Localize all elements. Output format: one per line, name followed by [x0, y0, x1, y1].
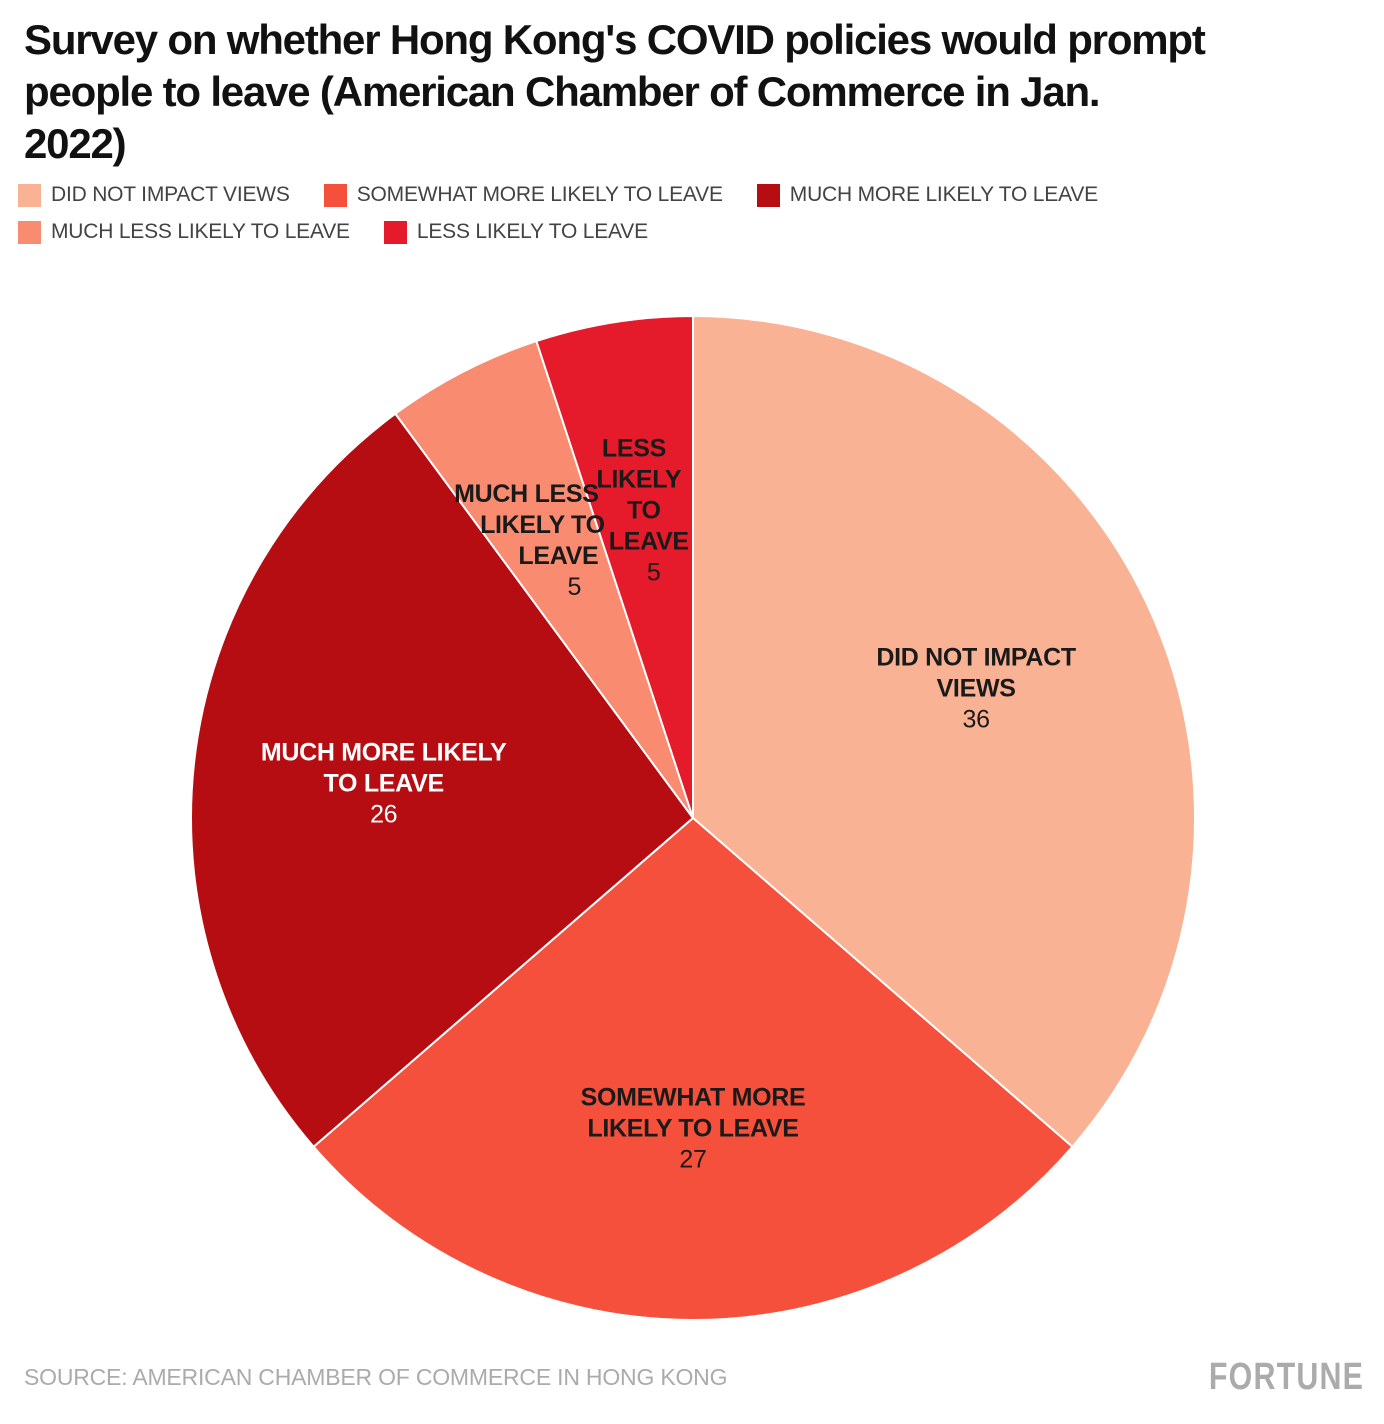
- legend-item-somewhat-more-likely-to-leave: SOMEWHAT MORE LIKELY TO LEAVE: [323, 183, 723, 207]
- pie-slice-less-likely-to-leave: [535, 314, 694, 819]
- legend-label: MUCH MORE LIKELY TO LEAVE: [789, 183, 1098, 206]
- legend-label: DID NOT IMPACT VIEWS: [51, 183, 290, 206]
- legend-row: MUCH LESS LIKELY TO LEAVE LESS LIKELY TO …: [18, 220, 1098, 244]
- chart-title-line: people to leave (American Chamber of Com…: [24, 68, 1101, 115]
- legend-item-much-less-likely-to-leave: MUCH LESS LIKELY TO LEAVE: [18, 220, 350, 244]
- pie-slice-much-less-likely-to-leave: [393, 339, 694, 819]
- legend-item-less-likely-to-leave: LESS LIKELY TO LEAVE: [383, 220, 648, 244]
- chart-title-line: 2022): [24, 120, 127, 167]
- legend-swatch-icon: [18, 220, 41, 244]
- legend-item-did-not-impact-views: DID NOT IMPACT VIEWS: [18, 183, 290, 207]
- source-note: SOURCE: AMERICAN CHAMBER OF COMMERCE IN …: [24, 1364, 728, 1390]
- legend-label: LESS LIKELY TO LEAVE: [416, 220, 648, 243]
- pie-slice-somewhat-more-likely-to-leave: [312, 816, 1074, 1321]
- legend-row: DID NOT IMPACT VIEWS SOMEWHAT MORE LIKELY…: [18, 183, 1098, 207]
- legend: DID NOT IMPACT VIEWS SOMEWHAT MORE LIKELY…: [18, 183, 1098, 244]
- legend-swatch-icon: [18, 183, 41, 207]
- chart-title-line: Survey on whether Hong Kong's COVID poli…: [24, 16, 1206, 63]
- legend-item-much-more-likely-to-leave: MUCH MORE LIKELY TO LEAVE: [756, 183, 1098, 207]
- legend-swatch-icon: [323, 183, 347, 207]
- legend-swatch-icon: [383, 220, 407, 244]
- chart-title: Survey on whether Hong Kong's COVID poli…: [24, 14, 1206, 170]
- legend-label: SOMEWHAT MORE LIKELY TO LEAVE: [356, 183, 723, 206]
- fortune-logo: FORTUNE: [1208, 1356, 1364, 1398]
- legend-label: MUCH LESS LIKELY TO LEAVE: [51, 220, 350, 243]
- pie-slice-much-more-likely-to-leave: [190, 412, 695, 1149]
- pie-slice-did-not-impact-views: [692, 314, 1196, 1149]
- legend-swatch-icon: [756, 183, 780, 207]
